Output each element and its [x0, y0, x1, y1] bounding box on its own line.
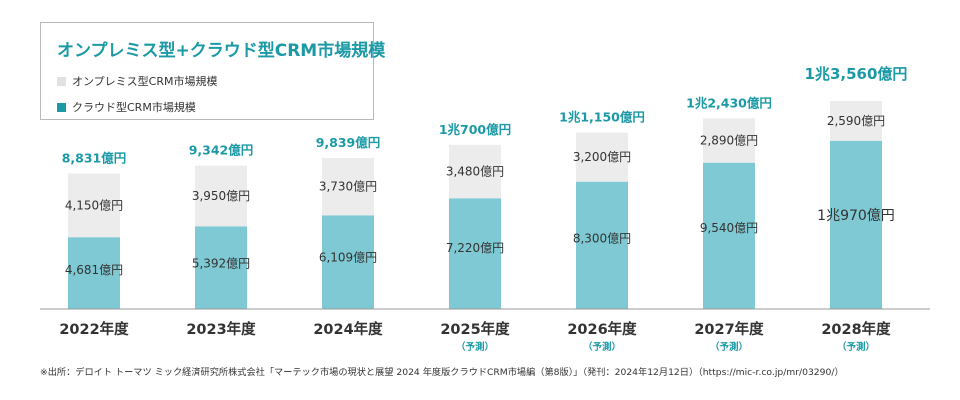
x-tick-label: 2025年度 — [440, 320, 510, 338]
bar-onprem — [322, 158, 374, 216]
legend-swatch-cloud — [57, 103, 66, 112]
label-onprem-value: 4,150億円 — [65, 198, 123, 212]
label-onprem-value: 3,730億円 — [319, 180, 377, 194]
bar-onprem — [449, 144, 501, 199]
legend-item-cloud: クラウド型CRM市場規模 — [57, 99, 196, 115]
label-cloud-value: 7,220億円 — [446, 241, 504, 255]
x-tick-forecast-note: （予測） — [583, 341, 621, 353]
bar-onprem — [195, 165, 247, 227]
bar-cloud — [449, 198, 501, 309]
label-cloud-value: 1兆970億円 — [817, 208, 895, 224]
x-tick-forecast-note: （予測） — [837, 341, 875, 353]
x-tick-forecast-note: （予測） — [710, 341, 748, 353]
label-onprem-value: 3,480億円 — [446, 165, 504, 179]
bar-cloud — [703, 162, 755, 309]
label-total-value: 8,831億円 — [62, 151, 127, 166]
label-total-value: 9,342億円 — [189, 143, 254, 158]
bar-onprem — [830, 101, 882, 141]
bar-onprem — [703, 118, 755, 163]
x-tick-label: 2024年度 — [313, 320, 383, 338]
bar-onprem — [576, 132, 628, 182]
x-tick-label: 2027年度 — [694, 320, 764, 338]
label-cloud-value: 8,300億円 — [573, 232, 631, 246]
label-cloud-value: 6,109億円 — [319, 251, 377, 265]
label-onprem-value: 2,590億円 — [827, 114, 885, 128]
legend: オンプレミス型+クラウド型CRM市場規模 オンプレミス型CRM市場規模 クラウド… — [40, 22, 385, 120]
label-total-value: 1兆2,430億円 — [686, 95, 772, 110]
x-tick-labels: 2022年度 2023年度 2024年度 2025年度 （予測） 2026年度 （予測） 20… — [59, 320, 891, 353]
label-onprem-value: 2,890億円 — [700, 133, 758, 147]
label-onprem-value: 3,200億円 — [573, 150, 631, 164]
label-total-value: 9,839億円 — [316, 135, 381, 150]
source-footnote: ※出所：デロイト トーマツ ミック経済研究所株式会社「マーテック市場の現状と展望… — [40, 367, 844, 378]
label-cloud-value: 5,392億円 — [192, 257, 250, 271]
bar-cloud — [322, 215, 374, 309]
legend-label-onprem: オンプレミス型CRM市場規模 — [72, 75, 218, 88]
x-tick-label: 2026年度 — [567, 320, 637, 338]
bar-cloud — [195, 226, 247, 309]
label-cloud-value: 4,681億円 — [65, 263, 123, 277]
label-cloud-value: 9,540億円 — [700, 221, 758, 235]
bar-onprem — [68, 173, 120, 238]
label-total-value: 1兆3,560億円 — [805, 65, 908, 83]
label-total-value: 1兆1,150億円 — [559, 110, 645, 125]
x-tick-label: 2028年度 — [821, 320, 891, 338]
legend-item-onprem: オンプレミス型CRM市場規模 — [57, 73, 217, 89]
x-tick-forecast-note: （予測） — [456, 341, 494, 353]
bars-layer — [68, 101, 882, 309]
x-tick-label: 2023年度 — [186, 320, 256, 338]
legend-label-cloud: クラウド型CRM市場規模 — [72, 101, 196, 114]
legend-title: オンプレミス型+クラウド型CRM市場規模 — [57, 41, 386, 61]
labels-layer: 4,681億円 4,150億円 8,831億円 5,392億円 3,950億円 9,342… — [62, 65, 908, 277]
label-onprem-value: 3,950億円 — [192, 189, 250, 203]
bar-cloud — [576, 181, 628, 309]
legend-swatch-onprem — [57, 77, 66, 86]
bar-cloud — [830, 140, 882, 309]
bar-cloud — [68, 237, 120, 309]
x-tick-label: 2022年度 — [59, 320, 129, 338]
label-total-value: 1兆700億円 — [439, 122, 511, 137]
